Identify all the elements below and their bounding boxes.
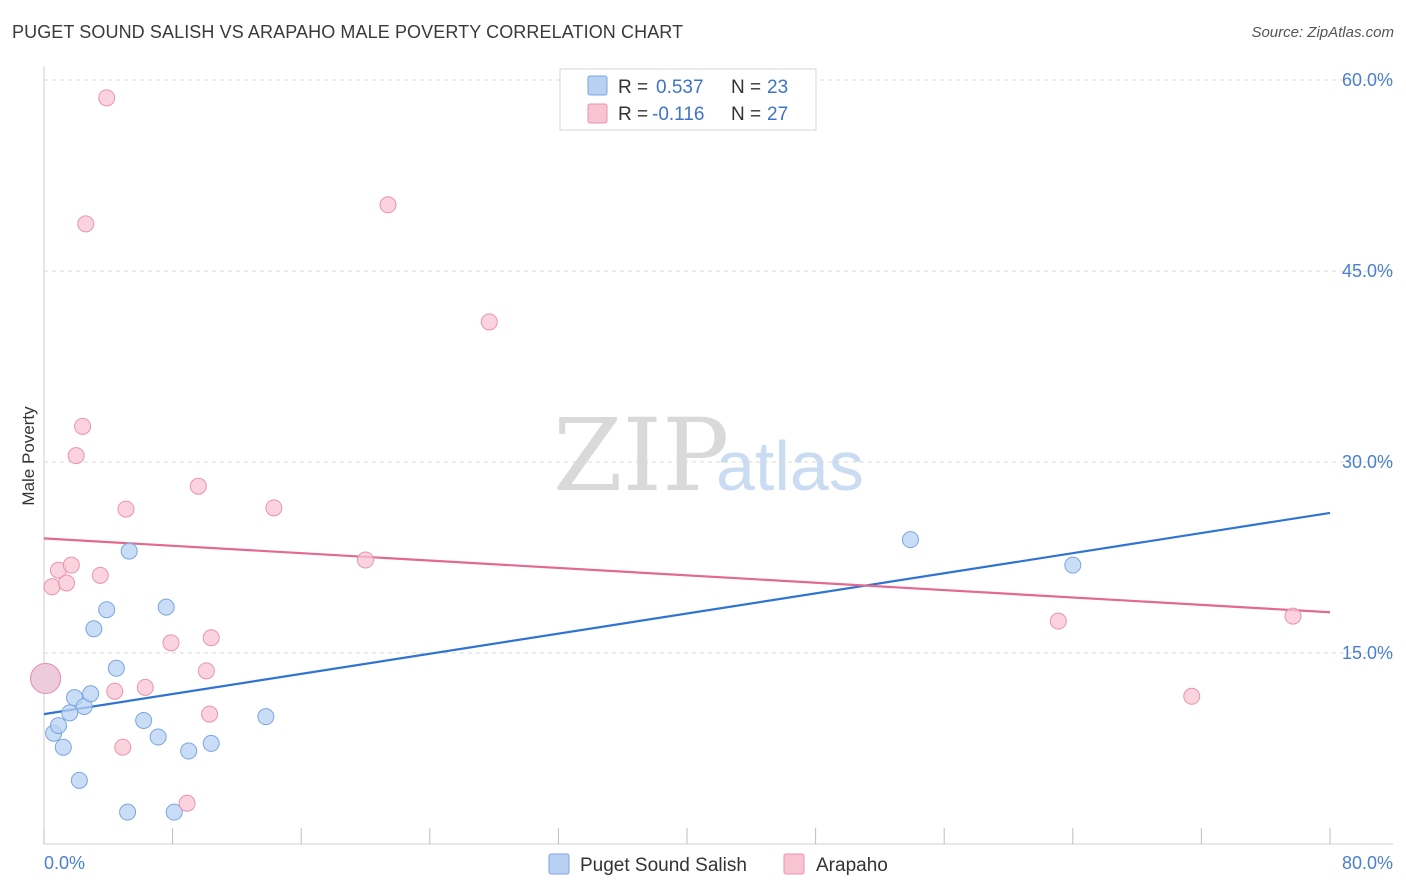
point-puget-sound-salish-2 [49,717,67,735]
y-tick-labels: 15.0% 30.0% 45.0% 60.0% [1342,70,1393,663]
legend-n-value-1: 23 [767,77,788,98]
trend-line-puget-sound-salish [43,511,1331,716]
legend-n-label-1: N = [731,77,761,98]
point-arapaho-10 [106,682,124,700]
point-arapaho-9 [98,89,116,107]
point-puget-sound-salish-16 [157,598,175,616]
watermark-atlas: atlas [716,427,864,505]
point-puget-sound-salish-13 [120,542,138,560]
legend-box: R = 0.537 N = 23 R = -0.116 N = 27 [559,68,817,131]
y-axis-title: Male Poverty [19,406,38,506]
point-arapaho-19 [202,629,220,647]
point-puget-sound-salish-21 [901,531,919,549]
source-label: Source: ZipAtlas.com [1251,24,1394,41]
legend-swatch-blue [587,75,608,96]
point-arapaho-26 [1284,607,1302,625]
legend-r-value-2: -0.116 [652,104,704,125]
point-puget-sound-salish-8 [82,685,100,703]
y-tick-label-2: 45.0% [1342,261,1393,281]
point-arapaho-6 [74,417,92,435]
point-arapaho-22 [379,196,397,214]
legend-r-value-1: 0.537 [656,77,704,98]
point-arapaho-8 [91,566,109,584]
y-tick-label-0: 15.0% [1342,643,1393,663]
point-arapaho-13 [136,678,154,696]
trend-line-arapaho [43,537,1331,614]
point-puget-sound-salish-11 [107,659,125,677]
point-arapaho-4 [62,556,80,574]
point-arapaho-0 [30,662,62,694]
point-arapaho-3 [58,574,76,592]
point-arapaho-11 [114,738,132,756]
trend-lines [43,511,1331,716]
point-puget-sound-salish-14 [135,711,153,729]
point-puget-sound-salish-4 [61,704,79,722]
point-arapaho-25 [1183,687,1201,705]
point-puget-sound-salish-22 [1064,556,1082,574]
point-arapaho-24 [1049,612,1067,630]
point-puget-sound-salish-9 [85,620,103,638]
legend-r-label-1: R = [618,77,648,98]
bottom-legend-label-1: Puget Sound Salish [580,855,747,876]
point-puget-sound-salish-20 [257,708,275,726]
point-arapaho-20 [265,499,283,517]
bottom-legend-swatch-pink [783,853,805,875]
point-puget-sound-salish-15 [149,728,167,746]
point-puget-sound-salish-6 [70,771,88,789]
x-tick-label-right: 80.0% [1342,853,1393,873]
point-puget-sound-salish-3 [54,738,72,756]
point-arapaho-15 [178,794,196,812]
point-puget-sound-salish-10 [98,601,116,619]
point-puget-sound-salish-19 [202,734,220,752]
point-puget-sound-salish-17 [165,803,183,821]
bottom-legend-label-2: Arapaho [816,855,888,876]
y-tick-label-1: 30.0% [1342,452,1393,472]
point-arapaho-14 [162,634,180,652]
point-arapaho-16 [189,477,207,495]
point-puget-sound-salish-12 [119,803,137,821]
point-arapaho-1 [43,578,61,596]
legend-n-label-2: N = [731,104,761,125]
axes [43,66,1393,845]
scatter-points [30,89,1302,821]
point-arapaho-23 [480,313,498,331]
x-tick-label-left: 0.0% [44,853,85,873]
y-tick-label-3: 60.0% [1342,70,1393,90]
watermark-zip: ZIP [553,397,729,514]
gridlines [44,79,1393,654]
bottom-legend-swatch-blue [548,853,570,875]
chart-title: PUGET SOUND SALISH VS ARAPAHO MALE POVER… [12,22,684,42]
point-arapaho-7 [77,215,95,233]
point-arapaho-12 [117,500,135,518]
point-arapaho-21 [357,551,374,569]
point-arapaho-5 [67,447,85,465]
legend-swatch-pink [587,103,608,124]
point-arapaho-17 [197,662,215,680]
legend-n-value-2: 27 [767,104,788,125]
legend-r-label-2: R = [618,104,648,125]
point-arapaho-18 [201,705,219,723]
point-puget-sound-salish-18 [180,742,198,760]
bottom-legend: Puget Sound Salish Arapaho [548,853,888,876]
